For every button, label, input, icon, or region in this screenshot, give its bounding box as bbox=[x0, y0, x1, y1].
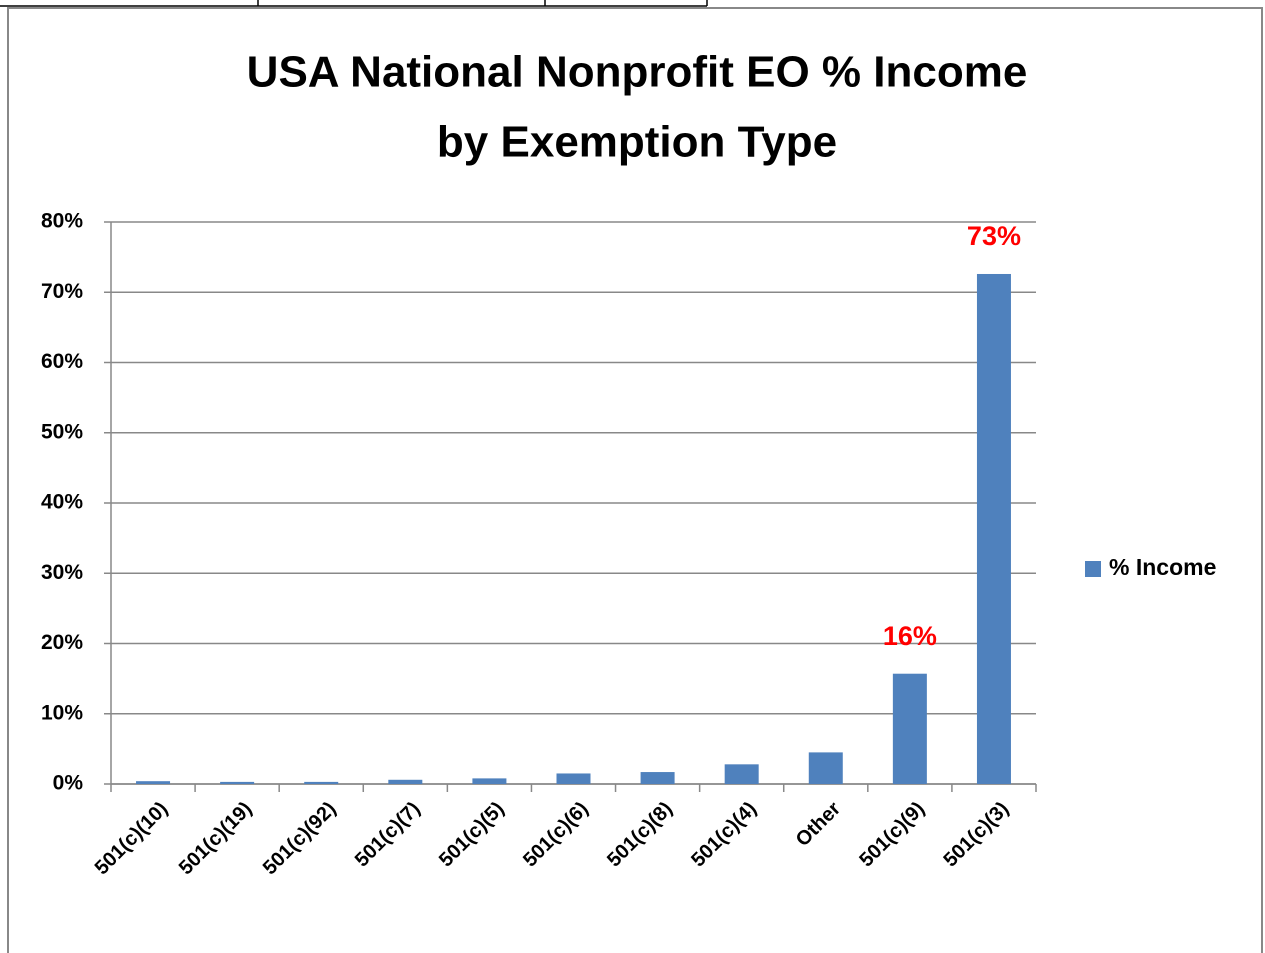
value-label: 73% bbox=[967, 221, 1021, 251]
bar bbox=[136, 781, 171, 784]
y-tick-label: 0% bbox=[53, 772, 84, 795]
x-tick-label: 501(c)(3) bbox=[939, 798, 1013, 872]
x-tick-label: 501(c)(19) bbox=[175, 798, 257, 880]
x-tick-label: 501(c)(9) bbox=[855, 798, 929, 872]
bar bbox=[304, 781, 339, 784]
x-tick-label: 501(c)(92) bbox=[259, 798, 341, 880]
y-tick-label: 40% bbox=[41, 491, 83, 514]
x-tick-label: 501(c)(6) bbox=[519, 798, 593, 872]
bar bbox=[892, 673, 927, 784]
x-tick-label: 501(c)(10) bbox=[91, 798, 173, 880]
chart-title: USA National Nonprofit EO % Income bbox=[247, 48, 1028, 97]
y-tick-label: 10% bbox=[41, 701, 83, 724]
chart-subtitle: by Exemption Type bbox=[437, 118, 837, 167]
bar bbox=[808, 752, 843, 784]
bar bbox=[220, 781, 255, 784]
x-tick-label: Other bbox=[792, 798, 845, 851]
value-label: 16% bbox=[883, 621, 937, 651]
y-tick-label: 30% bbox=[41, 561, 83, 584]
sheet-cells bbox=[0, 0, 708, 7]
legend-swatch bbox=[1085, 561, 1101, 577]
bar bbox=[976, 273, 1011, 784]
x-tick-label: 501(c)(7) bbox=[351, 798, 425, 872]
bar bbox=[556, 773, 591, 784]
y-tick-label: 80% bbox=[41, 210, 83, 233]
x-tick-label: 501(c)(8) bbox=[603, 798, 677, 872]
legend-label: % Income bbox=[1109, 554, 1216, 580]
bar bbox=[724, 764, 759, 784]
bar bbox=[388, 779, 423, 784]
bar bbox=[472, 778, 507, 784]
chart-frame bbox=[7, 7, 1263, 953]
bar bbox=[640, 772, 675, 784]
y-tick-label: 70% bbox=[41, 280, 83, 303]
y-tick-label: 50% bbox=[41, 420, 83, 443]
x-tick-label: 501(c)(4) bbox=[687, 798, 761, 872]
y-tick-label: 60% bbox=[41, 350, 83, 373]
x-tick-label: 501(c)(5) bbox=[435, 798, 509, 872]
y-tick-label: 20% bbox=[41, 631, 83, 654]
